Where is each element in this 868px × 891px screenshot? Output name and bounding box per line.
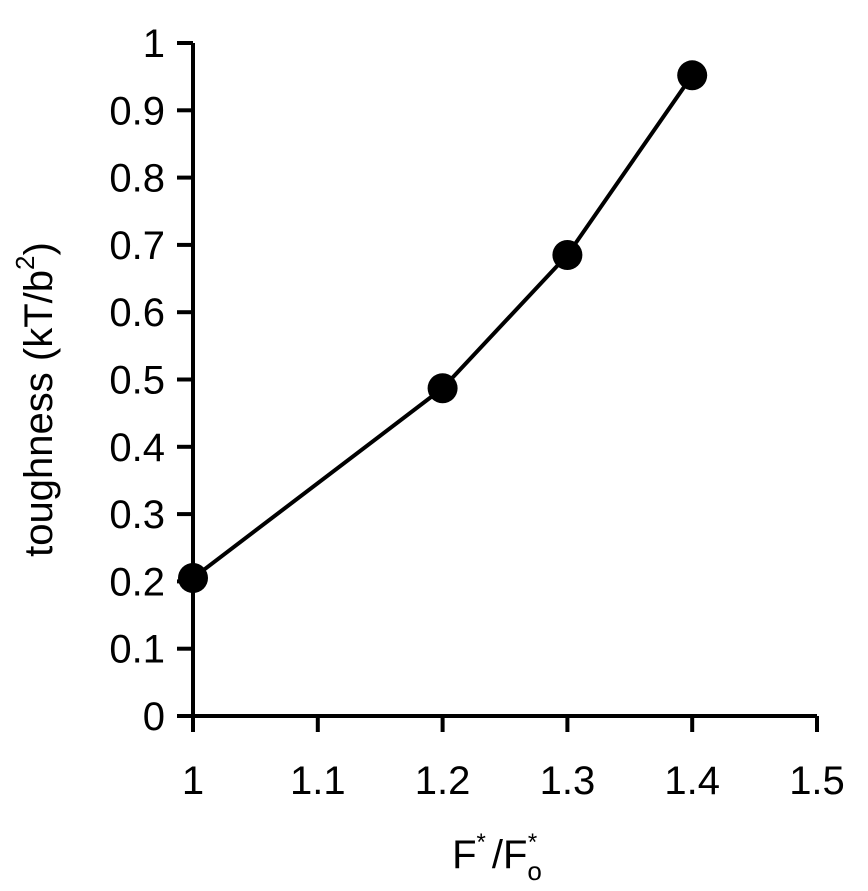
data-point — [178, 563, 208, 594]
data-point — [427, 373, 458, 404]
y-axis-title-end: ) — [17, 242, 61, 255]
y-tick-label: 0.6 — [109, 291, 165, 335]
axes — [177, 43, 817, 718]
series-line — [191, 74, 694, 580]
x-tick-label: 1 — [182, 759, 204, 803]
y-ticks: 0 0.1 0.2 0.3 0.4 0.5 0.6 0.7 0.8 0.9 1 — [109, 22, 193, 739]
x-axis-title-sup2: * — [528, 829, 537, 856]
x-tick-label: 1.4 — [664, 759, 720, 803]
x-axis-title-sup: * — [477, 829, 486, 856]
y-tick-label: 0.8 — [109, 157, 165, 201]
x-ticks: 1 1.1 1.2 1.3 1.4 1.5 — [182, 716, 845, 803]
y-axis-title: toughness (kT/b2) — [10, 242, 61, 557]
x-tick-label: 1.3 — [540, 759, 596, 803]
y-tick-label: 1 — [143, 22, 165, 66]
series — [178, 60, 708, 594]
x-tick-label: 1.1 — [290, 759, 346, 803]
y-tick-label: 0.3 — [109, 493, 165, 537]
data-point — [552, 239, 583, 270]
y-tick-label: 0.9 — [109, 89, 165, 133]
y-axis-title-sup: 2 — [10, 256, 40, 270]
data-point — [677, 60, 708, 91]
y-tick-label: 0 — [143, 695, 165, 739]
y-tick-label: 0.1 — [109, 628, 165, 672]
x-tick-label: 1.5 — [789, 759, 845, 803]
x-axis-title-sep: /F — [492, 833, 528, 877]
y-tick-label: 0.7 — [109, 224, 165, 268]
y-tick-label: 0.2 — [109, 560, 165, 604]
x-axis-title-main: F — [452, 833, 476, 877]
y-tick-label: 0.4 — [109, 426, 165, 470]
x-tick-label: 1.2 — [415, 759, 471, 803]
y-tick-label: 0.5 — [109, 359, 165, 403]
x-axis-title-sub: o — [527, 856, 541, 886]
x-axis-title: F*/Fo* — [452, 829, 542, 886]
y-axis-title-main: toughness (kT/b — [17, 270, 61, 557]
